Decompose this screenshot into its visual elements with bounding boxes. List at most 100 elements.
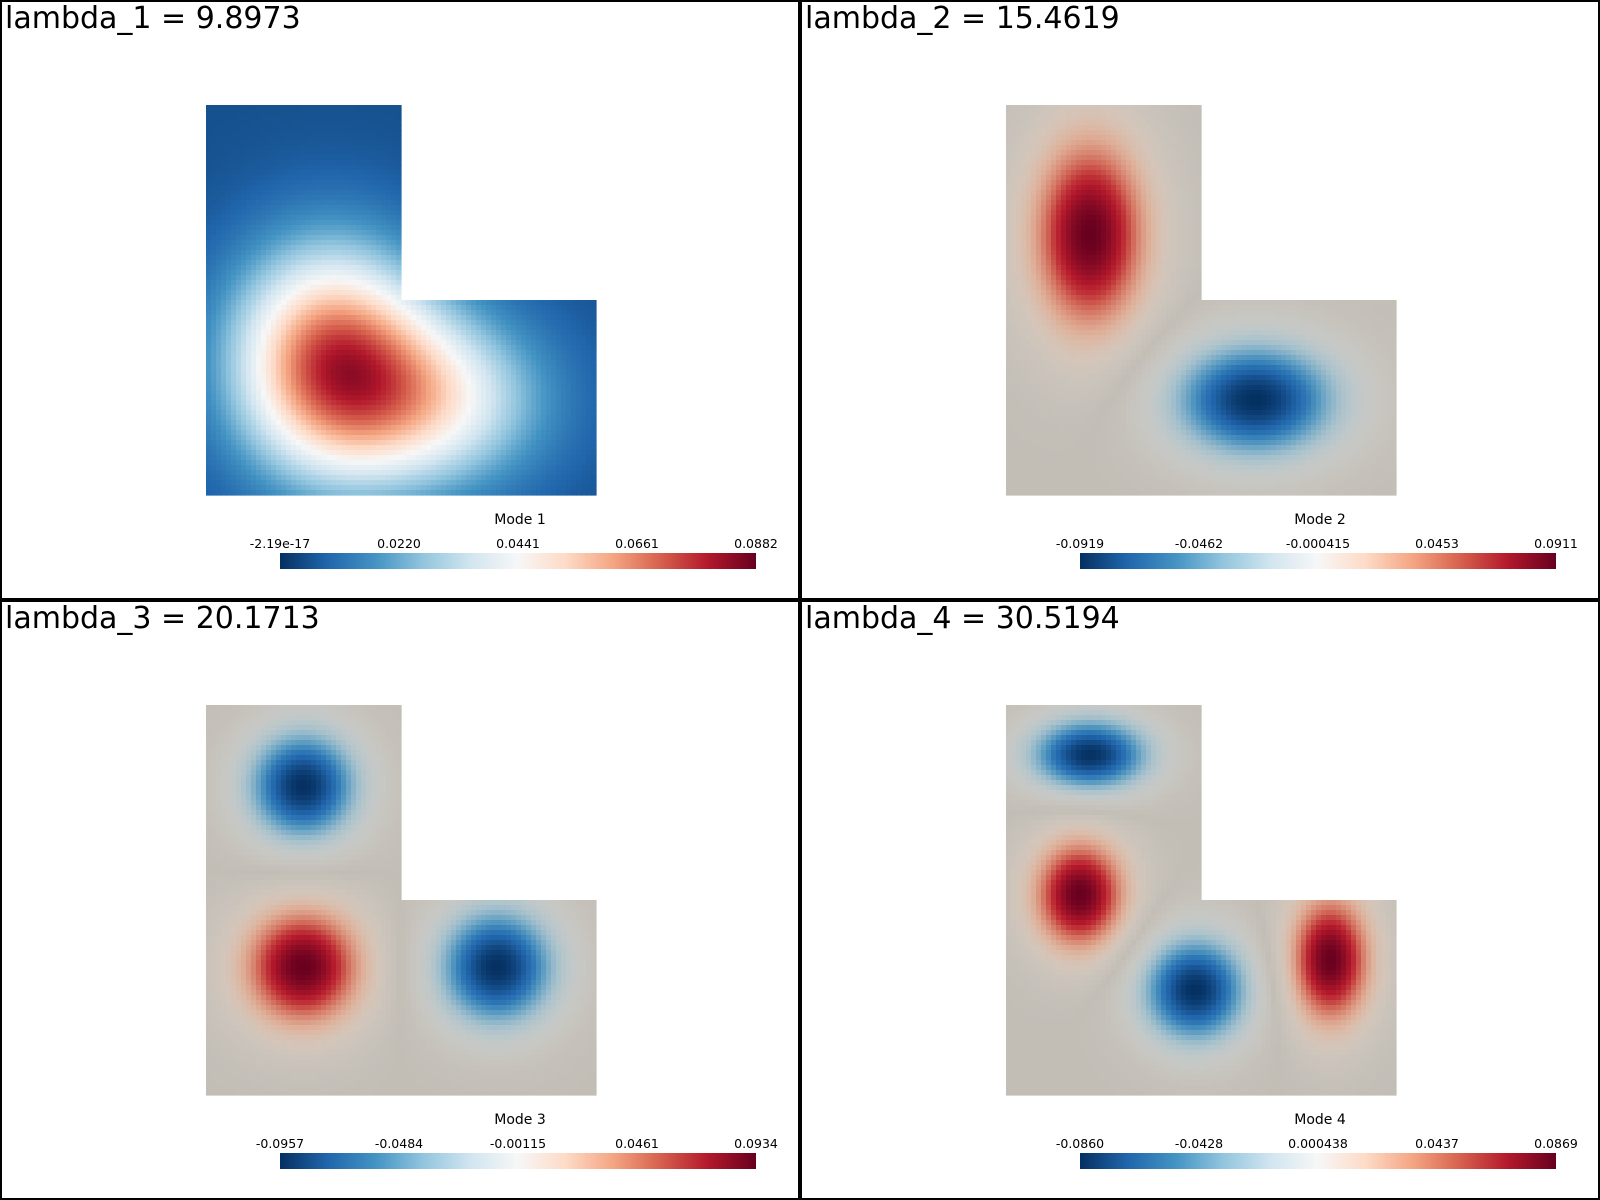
field-cell [1176,110,1182,116]
field-cell [266,235,272,241]
field-cell [376,395,382,401]
field-cell [496,405,502,411]
field-cell [571,430,577,436]
field-cell [296,435,302,441]
field-cell [1066,120,1072,126]
field-cell [291,125,297,131]
field-cell [371,325,377,331]
field-cell [451,460,457,466]
field-cell [351,275,357,281]
field-cell [506,410,512,416]
field-cell [1141,120,1147,126]
field-cell [316,485,322,491]
field-cell [241,355,247,361]
field-cell [336,260,342,266]
field-cell [361,450,367,456]
field-cell [286,415,292,421]
field-cell [381,235,387,241]
field-cell [421,455,427,461]
field-cell [211,335,217,341]
field-cell [491,405,497,411]
field-cell [256,125,262,131]
field-cell [241,250,247,256]
field-cell [241,370,247,376]
field-cell [266,150,272,156]
field-cell [446,300,452,306]
field-cell [296,430,302,436]
field-cell [346,460,352,466]
field-cell [1006,135,1012,141]
field-cell [526,375,532,381]
field-cell [466,325,472,331]
field-cell [406,380,412,386]
field-cell [226,320,232,326]
field-cell [486,330,492,336]
field-cell [206,440,212,446]
field-cell [316,140,322,146]
field-cell [1191,110,1197,116]
field-cell [301,155,307,161]
field-cell [386,345,392,351]
field-cell [441,365,447,371]
field-cell [411,375,417,381]
field-cell [376,145,382,151]
field-cell [1116,150,1122,156]
field-cell [1161,140,1167,146]
field-cell [346,110,352,116]
field-cell [1061,105,1067,111]
field-cell [301,480,307,486]
field-cell [351,330,357,336]
field-cell [231,210,237,216]
field-cell [411,420,417,426]
field-cell [286,470,292,476]
field-cell [246,385,252,391]
field-cell [396,450,402,456]
field-cell [361,335,367,341]
field-cell [1176,120,1182,126]
field-cell [361,485,367,491]
field-cell [411,465,417,471]
field-cell [526,455,532,461]
field-cell [311,460,317,466]
field-cell [316,335,322,341]
field-cell [466,305,472,311]
field-cell [306,175,312,181]
field-cell [316,270,322,276]
field-cell [286,385,292,391]
field-cell [1176,115,1182,121]
field-cell [346,345,352,351]
field-cell [406,320,412,326]
field-cell [351,320,357,326]
field-cell [321,120,327,126]
field-cell [391,335,397,341]
field-cell [281,320,287,326]
field-cell [256,225,262,231]
field-cell [256,410,262,416]
field-cell [231,340,237,346]
field-cell [371,375,377,381]
field-cell [386,435,392,441]
field-cell [226,265,232,271]
field-cell [256,490,262,496]
field-cell [366,225,372,231]
field-cell [321,425,327,431]
field-cell [296,165,302,171]
field-cell [416,490,422,496]
field-cell [446,345,452,351]
field-cell [586,405,592,411]
field-cell [366,435,372,441]
field-cell [486,310,492,316]
field-cell [226,125,232,131]
field-cell [321,250,327,256]
field-cell [211,265,217,271]
field-cell [321,455,327,461]
field-cell [251,195,257,201]
field-cell [1156,105,1162,111]
field-cell [206,260,212,266]
field-cell [521,470,527,476]
field-cell [431,460,437,466]
field-cell [286,445,292,451]
field-cell [286,235,292,241]
field-cell [571,490,577,496]
field-cell [226,465,232,471]
